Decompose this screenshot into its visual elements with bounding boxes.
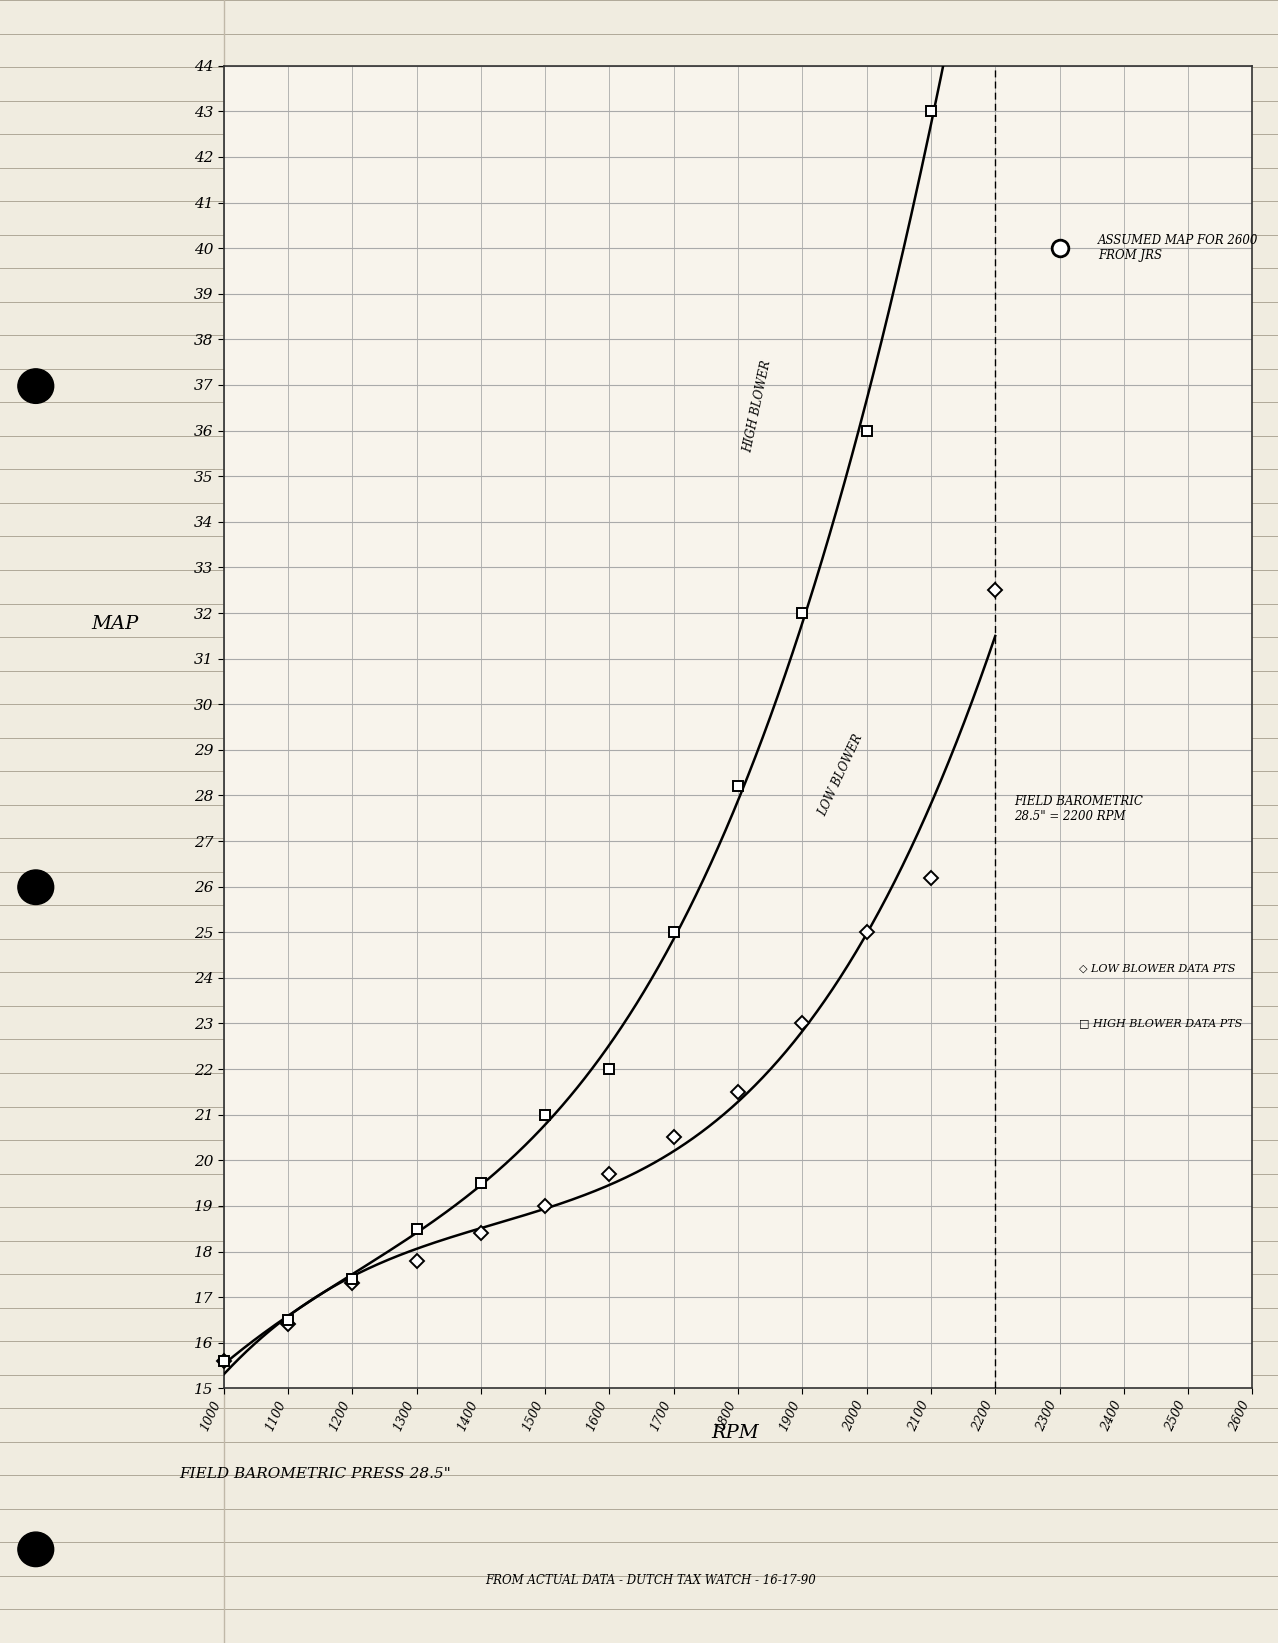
Text: FIELD BAROMETRIC PRESS 28.5": FIELD BAROMETRIC PRESS 28.5" xyxy=(179,1467,451,1480)
Text: □ HIGH BLOWER DATA PTS: □ HIGH BLOWER DATA PTS xyxy=(1079,1019,1242,1029)
Text: ◇ LOW BLOWER DATA PTS: ◇ LOW BLOWER DATA PTS xyxy=(1079,964,1236,974)
Text: MAP: MAP xyxy=(92,616,138,633)
Text: HIGH BLOWER: HIGH BLOWER xyxy=(741,358,773,453)
Text: FIELD BAROMETRIC
28.5" = 2200 RPM: FIELD BAROMETRIC 28.5" = 2200 RPM xyxy=(1015,795,1144,823)
Text: LOW BLOWER: LOW BLOWER xyxy=(817,733,865,818)
Text: FROM ACTUAL DATA - DUTCH TAX WATCH - 16-17-90: FROM ACTUAL DATA - DUTCH TAX WATCH - 16-… xyxy=(486,1574,817,1587)
Text: RPM: RPM xyxy=(711,1424,759,1441)
Text: ASSUMED MAP FOR 2600
FROM JRS: ASSUMED MAP FOR 2600 FROM JRS xyxy=(1098,235,1259,263)
